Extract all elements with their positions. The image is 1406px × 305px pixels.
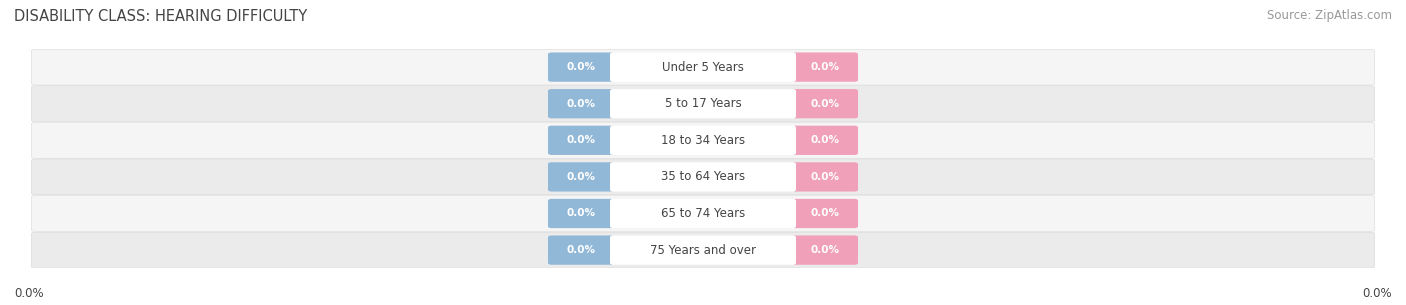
Text: 0.0%: 0.0% (1362, 287, 1392, 300)
FancyBboxPatch shape (548, 199, 613, 228)
Text: 18 to 34 Years: 18 to 34 Years (661, 134, 745, 147)
FancyBboxPatch shape (793, 126, 858, 155)
FancyBboxPatch shape (793, 199, 858, 228)
Text: 5 to 17 Years: 5 to 17 Years (665, 97, 741, 110)
Text: Under 5 Years: Under 5 Years (662, 61, 744, 74)
FancyBboxPatch shape (548, 52, 613, 82)
Text: DISABILITY CLASS: HEARING DIFFICULTY: DISABILITY CLASS: HEARING DIFFICULTY (14, 9, 308, 24)
Text: 0.0%: 0.0% (811, 135, 839, 145)
Text: 0.0%: 0.0% (811, 172, 839, 182)
FancyBboxPatch shape (548, 126, 613, 155)
FancyBboxPatch shape (548, 235, 613, 265)
Text: Source: ZipAtlas.com: Source: ZipAtlas.com (1267, 9, 1392, 22)
Text: 0.0%: 0.0% (567, 62, 595, 72)
Text: 0.0%: 0.0% (567, 245, 595, 255)
Text: 35 to 64 Years: 35 to 64 Years (661, 170, 745, 183)
Legend: Male, Female: Male, Female (640, 302, 766, 305)
FancyBboxPatch shape (610, 52, 796, 82)
FancyBboxPatch shape (610, 89, 796, 118)
Text: 0.0%: 0.0% (811, 99, 839, 109)
FancyBboxPatch shape (31, 159, 1375, 195)
FancyBboxPatch shape (31, 122, 1375, 158)
Text: 0.0%: 0.0% (567, 209, 595, 218)
FancyBboxPatch shape (31, 196, 1375, 231)
FancyBboxPatch shape (548, 89, 613, 118)
Text: 0.0%: 0.0% (14, 287, 44, 300)
FancyBboxPatch shape (31, 232, 1375, 268)
FancyBboxPatch shape (31, 49, 1375, 85)
FancyBboxPatch shape (31, 86, 1375, 122)
Text: 0.0%: 0.0% (567, 99, 595, 109)
Text: 0.0%: 0.0% (811, 62, 839, 72)
FancyBboxPatch shape (610, 162, 796, 192)
FancyBboxPatch shape (793, 162, 858, 192)
Text: 65 to 74 Years: 65 to 74 Years (661, 207, 745, 220)
Text: 0.0%: 0.0% (811, 245, 839, 255)
Text: 0.0%: 0.0% (811, 209, 839, 218)
FancyBboxPatch shape (610, 235, 796, 265)
FancyBboxPatch shape (793, 89, 858, 118)
FancyBboxPatch shape (793, 52, 858, 82)
Text: 75 Years and over: 75 Years and over (650, 244, 756, 257)
FancyBboxPatch shape (548, 162, 613, 192)
FancyBboxPatch shape (610, 126, 796, 155)
Text: 0.0%: 0.0% (567, 135, 595, 145)
Text: 0.0%: 0.0% (567, 172, 595, 182)
FancyBboxPatch shape (610, 199, 796, 228)
FancyBboxPatch shape (793, 235, 858, 265)
